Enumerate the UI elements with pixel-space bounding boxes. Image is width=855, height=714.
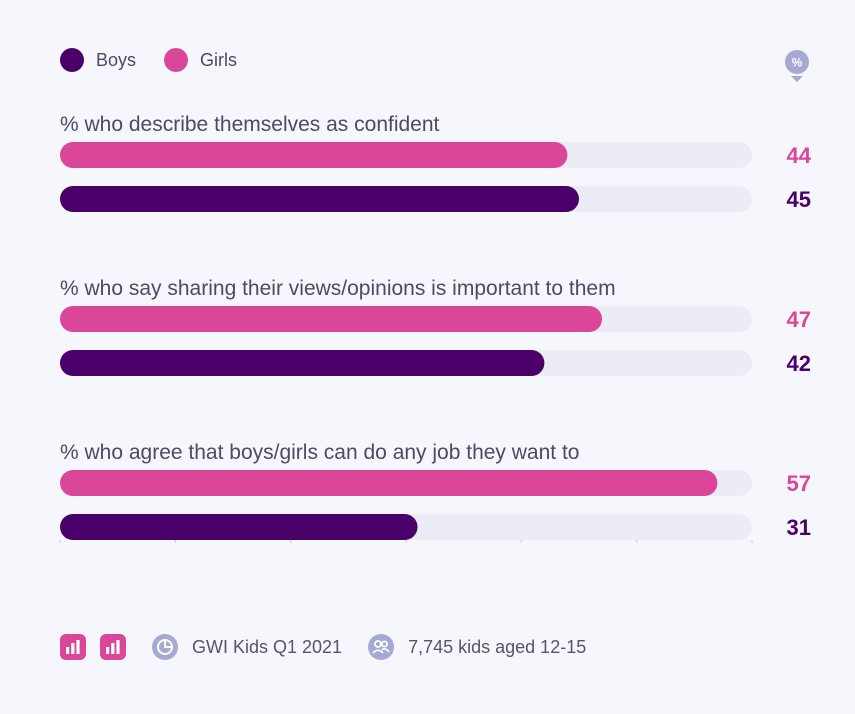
legend-label-girls: Girls: [200, 49, 238, 70]
boys-swatch: [60, 48, 84, 72]
chart-toggle-icon[interactable]: [100, 634, 126, 660]
value-label-boys: 45: [787, 187, 811, 212]
category-label: % who agree that boys/girls can do any j…: [60, 441, 579, 464]
percent-badge-text: %: [792, 56, 803, 70]
pie-chart-icon: [152, 634, 178, 660]
legend: Boys Girls: [60, 48, 265, 72]
source-label: GWI Kids Q1 2021: [192, 636, 343, 657]
value-label-boys: 42: [787, 351, 811, 376]
value-label-girls: 57: [787, 471, 811, 496]
legend-item-boys[interactable]: Boys: [60, 48, 136, 72]
bar-boys: [60, 514, 418, 540]
sample-label: 7,745 kids aged 12-15: [408, 636, 587, 657]
value-label-boys: 31: [787, 515, 811, 540]
bar-girls: [60, 306, 603, 332]
percent-icon[interactable]: %: [784, 50, 810, 82]
category-label: % who say sharing their views/opinions i…: [60, 277, 616, 300]
legend-item-girls[interactable]: Girls: [164, 48, 237, 72]
legend-label-boys: Boys: [96, 49, 137, 70]
footer: GWI Kids Q1 2021 7,745 kids aged 12-15: [60, 634, 612, 660]
bar-boys: [60, 186, 579, 212]
bar-girls: [60, 470, 718, 496]
bar-boys: [60, 350, 545, 376]
girls-swatch: [164, 48, 189, 72]
bar-chart-icon[interactable]: [60, 634, 86, 660]
users-icon: [368, 634, 395, 660]
category-label: % who describe themselves as confident: [60, 113, 440, 136]
bar-girls: [60, 142, 568, 168]
value-label-girls: 47: [787, 307, 811, 332]
value-label-girls: 44: [787, 143, 812, 168]
